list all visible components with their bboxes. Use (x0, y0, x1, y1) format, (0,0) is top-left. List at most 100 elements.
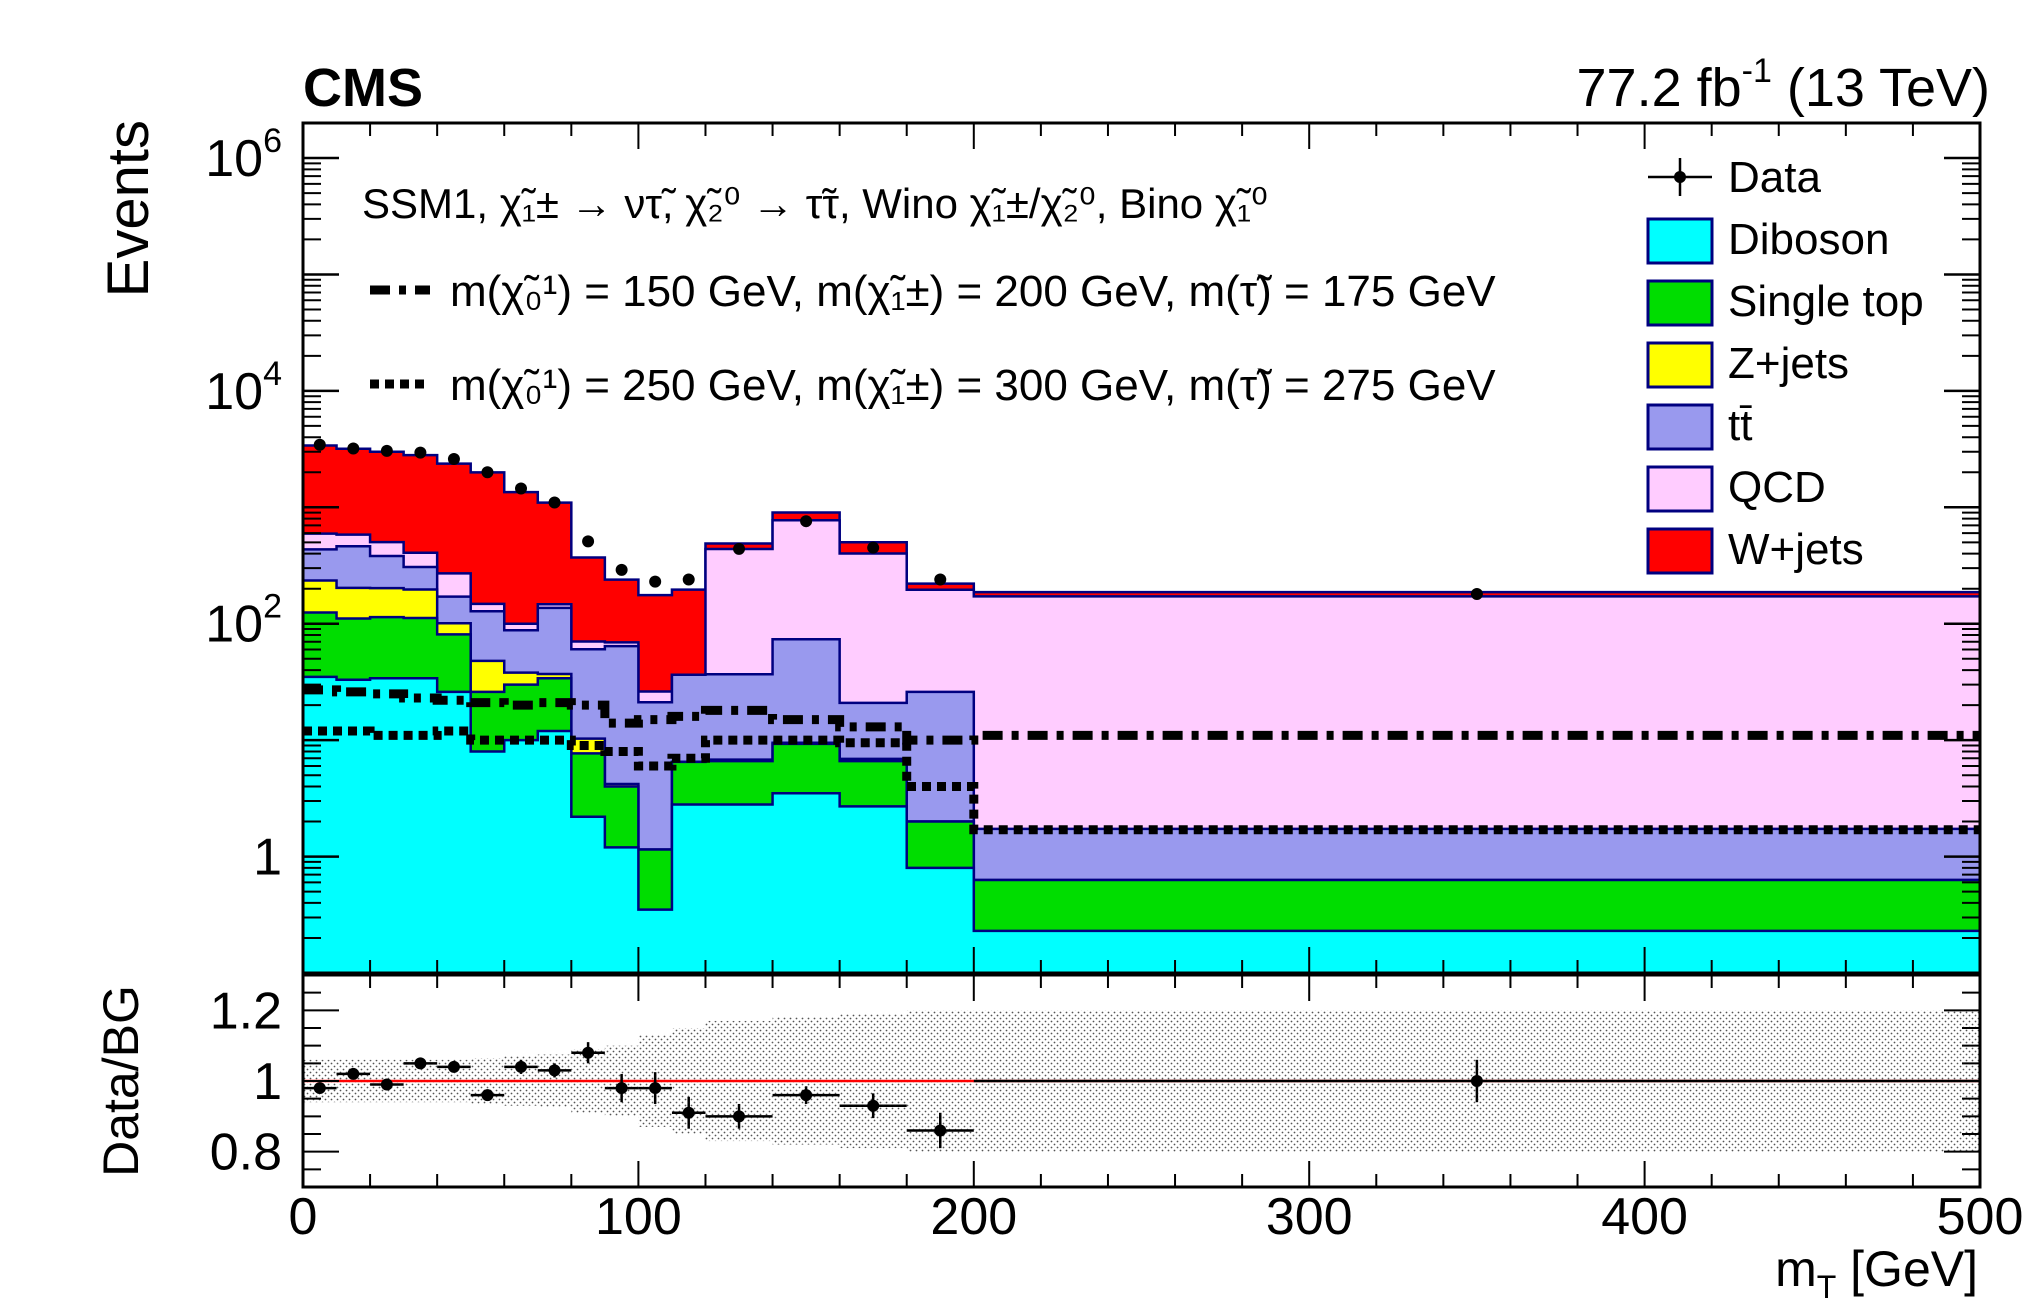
data-point-marker (733, 542, 746, 555)
legend-single-top: Single top (1646, 277, 1924, 327)
data-point (447, 453, 460, 466)
signal-1-legend-label: m(χ̃₀¹) = 150 GeV, m(χ̃₁±) = 200 GeV, m(… (450, 267, 1496, 316)
y-tick-label: 1 (253, 829, 282, 887)
y-tick-label: 106 (205, 122, 282, 188)
legend-diboson: Diboson (1646, 215, 1889, 265)
ratio-point (537, 1063, 572, 1078)
ratio-point (839, 1093, 907, 1119)
y-tick-label-exp: 6 (263, 122, 282, 160)
ratio-y-axis-label: Data/BG (93, 985, 149, 1177)
ratio-point (336, 1067, 371, 1080)
y-tick-label-exp: 4 (263, 355, 282, 393)
experiment-label: CMS (303, 58, 423, 118)
x-axis-label-sub: T (1817, 1269, 1837, 1305)
legend-qcd: QCD (1646, 463, 1826, 513)
data-point-marker (548, 496, 561, 509)
legend-ttbar-swatch (1646, 403, 1714, 451)
data-point-marker (800, 515, 813, 528)
y-tick-label-exp: 2 (263, 588, 282, 626)
legend-single-top-swatch (1646, 279, 1714, 327)
legend-diboson-swatch (1646, 217, 1714, 265)
legend-z-jets: Z+jets (1646, 339, 1849, 389)
data-point (548, 496, 561, 509)
x-axis-label-unit: [GeV] (1836, 1241, 1978, 1297)
data-point-marker (447, 453, 460, 466)
process-annotation: SSM1, χ̃₁± → ντ̃, χ̃₂⁰ → τ̃τ, Wino χ̃₁±/… (362, 180, 1268, 227)
ratio-point-marker (867, 1099, 880, 1112)
x-axis-label: mT [GeV] (1775, 1241, 1978, 1305)
data-point-marker (347, 442, 360, 455)
data-point-marker (313, 438, 326, 451)
y-tick-label: 102 (205, 588, 282, 654)
data-point (800, 515, 813, 528)
data-point (615, 563, 628, 576)
ratio-point-marker (515, 1060, 528, 1073)
data-points (313, 438, 1483, 601)
signal-1-curve (303, 685, 1980, 745)
stack-diboson (303, 675, 1980, 973)
ratio-point-marker (481, 1089, 494, 1102)
legend-qcd-swatch (1646, 465, 1714, 513)
ratio-y-tick-label: 1.2 (210, 982, 282, 1040)
data-point (582, 535, 595, 548)
x-tick-label: 500 (1937, 1188, 2024, 1246)
ratio-point-marker (313, 1082, 326, 1095)
signal-legend: m(χ̃₀¹) = 150 GeV, m(χ̃₁±) = 200 GeV, m(… (370, 267, 1496, 410)
data-point (867, 541, 880, 554)
data-point (682, 573, 695, 586)
data-point-marker (582, 535, 595, 548)
main-plot-frame (301, 121, 1982, 975)
ratio-point-marker (682, 1106, 695, 1119)
ratio-point-marker (1470, 1075, 1483, 1087)
ratio-y-tick-label: 0.8 (210, 1124, 282, 1182)
ratio-point-marker (733, 1110, 746, 1123)
y-tick-label-base: 10 (205, 130, 263, 188)
x-tick-label: 300 (1266, 1188, 1353, 1246)
x-tick-label: 400 (1601, 1188, 1688, 1246)
signal-curves (303, 685, 1980, 835)
ratio-point (303, 1082, 337, 1095)
ratio-point-marker (380, 1078, 393, 1091)
ratio-point-marker (414, 1057, 427, 1070)
data-point-marker (682, 573, 695, 586)
ratio-point-marker (615, 1082, 628, 1095)
data-point (380, 444, 393, 457)
data-point (347, 442, 360, 455)
legend-z-jets-swatch (1646, 341, 1714, 389)
ratio-point-marker (800, 1089, 813, 1102)
ratio-point-marker (649, 1082, 662, 1095)
ratio-point-marker (447, 1060, 460, 1073)
y-axis-label: Events (96, 120, 161, 297)
x-axis-label-main: m (1775, 1241, 1817, 1297)
signal-2-curve (303, 726, 1980, 835)
ratio-point (772, 1086, 840, 1104)
ratio-point (470, 1089, 505, 1102)
legend-ttbar-label: tt̄ (1728, 401, 1752, 450)
data-point-marker (380, 444, 393, 457)
legend-ttbar: tt̄ (1646, 401, 1752, 451)
signal-2-legend-label: m(χ̃₀¹) = 250 GeV, m(χ̃₁±) = 300 GeV, m(… (450, 361, 1496, 410)
legend-data: Data (1648, 153, 1821, 202)
ratio-plot-frame (301, 973, 1982, 1189)
legend-z-jets-label: Z+jets (1728, 339, 1849, 388)
legend-w-jets: W+jets (1646, 525, 1864, 575)
background-stack (303, 444, 1980, 973)
x-tick-label: 200 (930, 1188, 1017, 1246)
y-tick-label: 104 (205, 355, 282, 421)
y-tick-label-base: 10 (205, 363, 263, 421)
lumi-label: 77.2 fb-1 (13 TeV) (1577, 52, 1990, 118)
legend-w-jets-swatch (1646, 527, 1714, 575)
x-tick-labels: 0 100 200 300 400 500 (289, 1188, 2024, 1246)
ratio-point-marker (548, 1064, 561, 1077)
data-point-marker (649, 575, 662, 588)
legend-diboson-label: Diboson (1728, 215, 1889, 264)
data-point-marker (515, 482, 528, 495)
ratio-point (906, 1112, 974, 1149)
ratio-point (437, 1060, 471, 1073)
ratio-point-marker (934, 1124, 947, 1137)
ratio-point-marker (582, 1046, 595, 1059)
data-point-marker (481, 466, 494, 479)
ratio-point (504, 1059, 538, 1074)
